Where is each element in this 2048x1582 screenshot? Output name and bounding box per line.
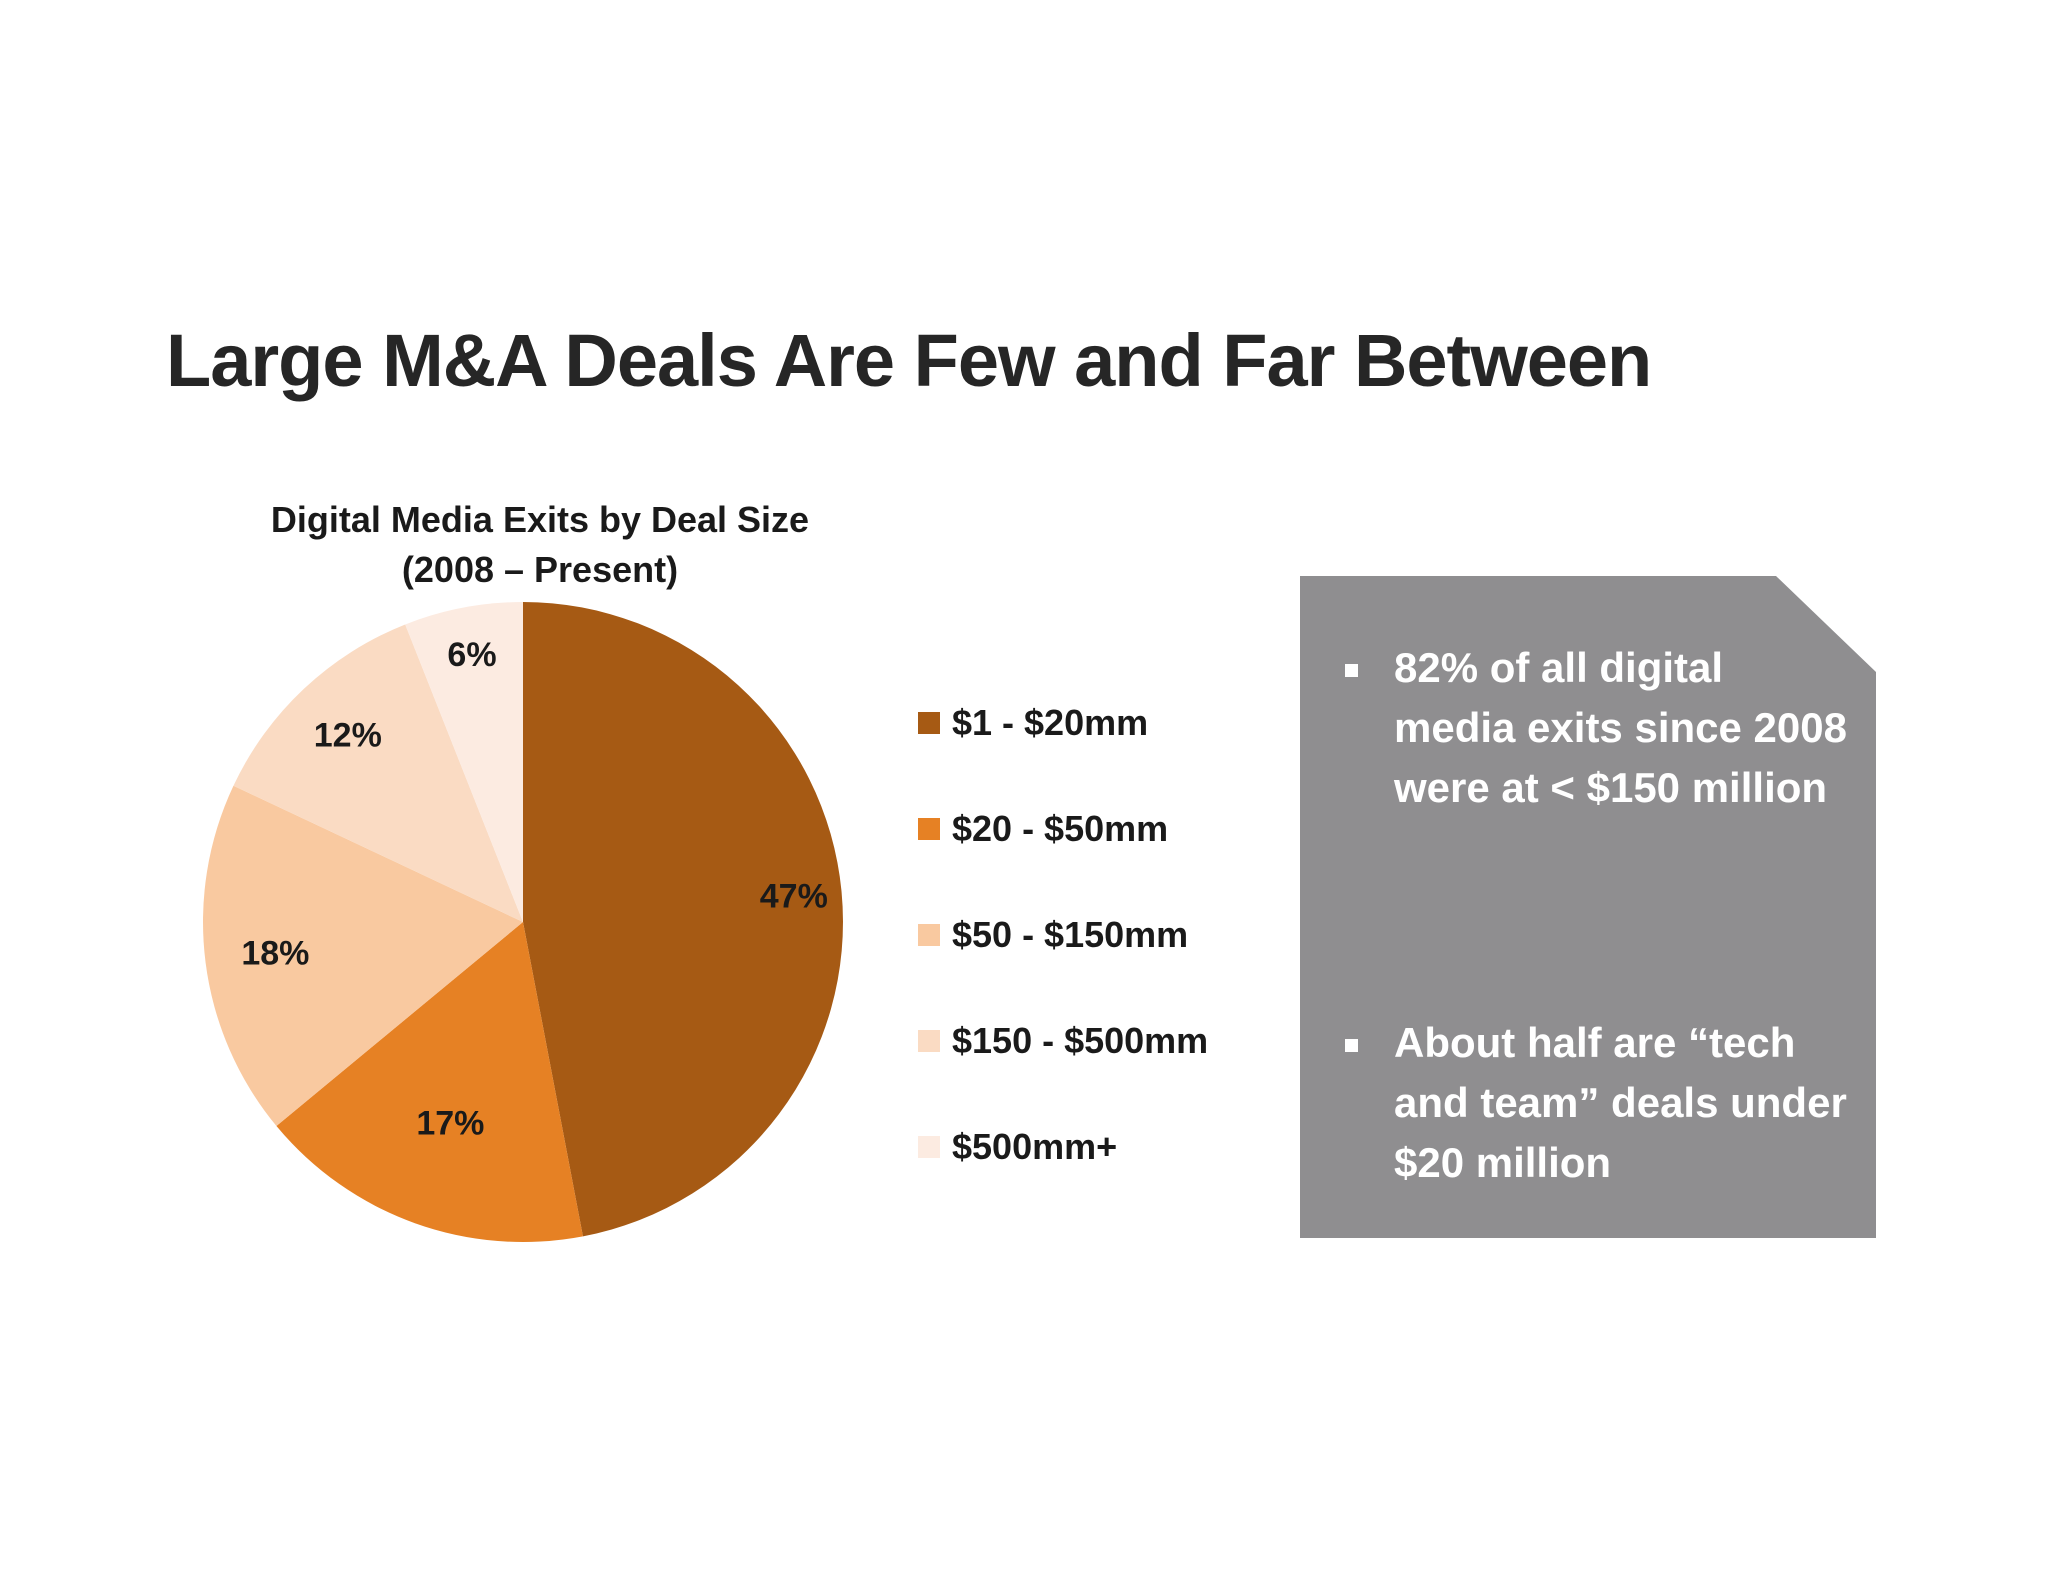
slice-data-label: 6% [447, 636, 496, 674]
callout-bullet-text: About half are “tech and team” deals und… [1394, 1019, 1847, 1186]
slide-title: Large M&A Deals Are Few and Far Between [166, 319, 1652, 402]
chart-title: Digital Media Exits by Deal Size (2008 –… [220, 495, 860, 595]
slice-data-label: 18% [241, 934, 309, 972]
legend-label: $20 - $50mm [952, 808, 1169, 849]
legend-item: $500mm+ [918, 1094, 1208, 1200]
pie-slice [405, 602, 523, 922]
legend-label: $150 - $500mm [952, 1020, 1209, 1061]
slice-data-label: 12% [314, 716, 382, 754]
slice-data-label: 17% [416, 1105, 484, 1143]
chart-title-line-1: Digital Media Exits by Deal Size [270, 499, 810, 540]
legend-label: $1 - $20mm [952, 702, 1149, 743]
bullet-square-icon [1345, 1039, 1358, 1052]
legend-swatch [918, 924, 940, 946]
pie-slice [233, 624, 523, 922]
legend-label: $500mm+ [952, 1126, 1118, 1167]
callout-bullet-text: 82% of all digital media exits since 200… [1394, 644, 1847, 811]
legend-label: $50 - $150mm [952, 914, 1189, 955]
legend-item: $20 - $50mm [918, 776, 1208, 882]
pie-slice [203, 785, 524, 1126]
chart-title-line-2: (2008 – Present) [401, 549, 679, 590]
pie-chart: 47% 17% 18% 12% 6% [203, 602, 843, 1242]
pie-slice [276, 922, 583, 1242]
chart-legend: $1 - $20mm $20 - $50mm $50 - $150mm $150… [918, 670, 1208, 1200]
legend-swatch [918, 818, 940, 840]
legend-item: $1 - $20mm [918, 670, 1208, 776]
legend-swatch [918, 1030, 940, 1052]
legend-swatch [918, 1136, 940, 1158]
bullet-square-icon [1345, 664, 1358, 677]
pie-slice [523, 602, 843, 1237]
legend-item: $50 - $150mm [918, 882, 1208, 988]
legend-swatch [918, 712, 940, 734]
callout-box: 82% of all digital media exits since 200… [1300, 576, 1876, 1238]
slice-data-label: 47% [760, 877, 828, 915]
legend-item: $150 - $500mm [918, 988, 1208, 1094]
